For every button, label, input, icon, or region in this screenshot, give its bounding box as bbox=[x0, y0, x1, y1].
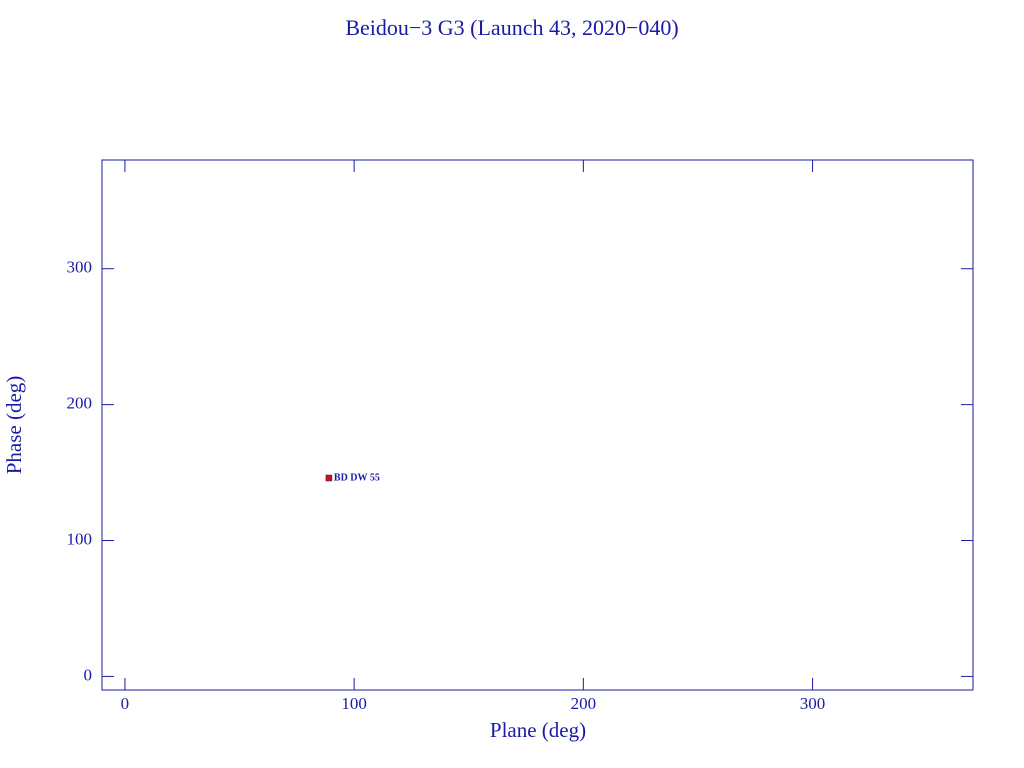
x-tick-label: 0 bbox=[121, 694, 130, 713]
x-axis-label: Plane (deg) bbox=[490, 718, 586, 742]
y-tick-label: 0 bbox=[84, 665, 93, 684]
y-tick-label: 100 bbox=[67, 529, 93, 548]
x-tick-label: 300 bbox=[800, 694, 826, 713]
y-axis-label: Phase (deg) bbox=[2, 376, 26, 475]
plot-frame bbox=[101, 159, 974, 691]
y-tick-label: 300 bbox=[67, 258, 93, 277]
chart-title: Beidou−3 G3 (Launch 43, 2020−040) bbox=[345, 15, 678, 40]
x-tick-label: 100 bbox=[341, 694, 367, 713]
point-label: BD DW 55 bbox=[334, 472, 380, 483]
y-tick-label: 200 bbox=[67, 394, 93, 413]
x-tick-label: 200 bbox=[571, 694, 597, 713]
point bbox=[325, 474, 333, 482]
